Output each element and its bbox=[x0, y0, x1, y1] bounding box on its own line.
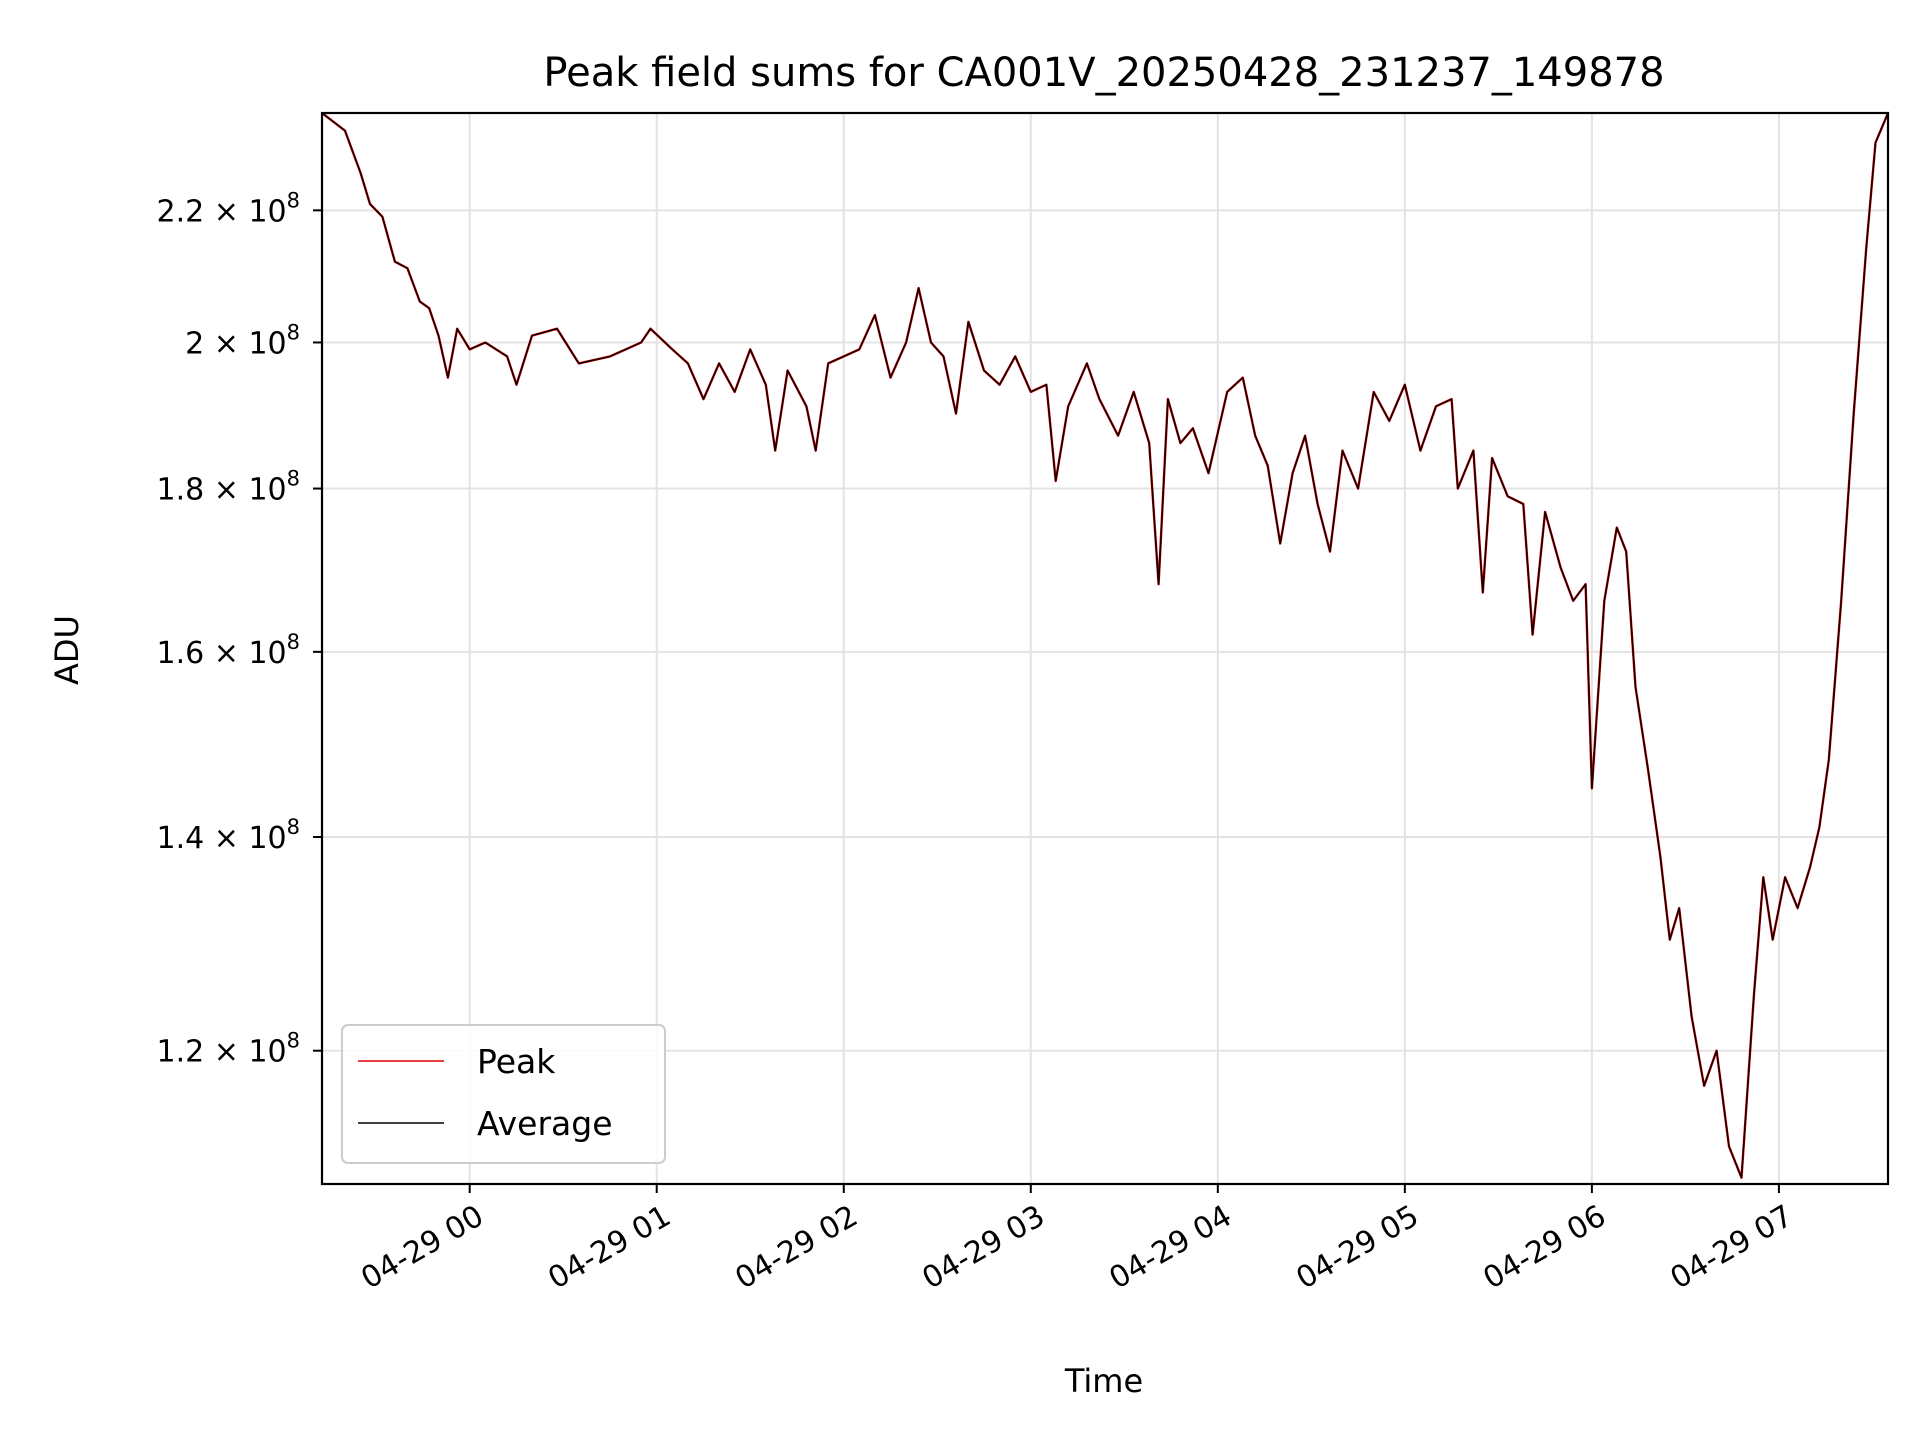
gridlines bbox=[322, 113, 1888, 1184]
y-tick-label: 1.6 × 108 bbox=[157, 630, 300, 671]
series-lines bbox=[322, 113, 1888, 1179]
y-tick-label: 1.2 × 108 bbox=[157, 1029, 300, 1070]
y-tick-label: 1.4 × 108 bbox=[157, 815, 300, 856]
legend-label-average: Average bbox=[477, 1104, 613, 1143]
y-tick-base: 10 bbox=[248, 1035, 286, 1070]
y-tick-exponent: 8 bbox=[287, 320, 300, 344]
y-tick-exponent: 8 bbox=[287, 188, 300, 212]
y-tick-base: 10 bbox=[248, 194, 286, 229]
y-tick-base: 10 bbox=[248, 821, 286, 856]
legend-box bbox=[341, 1024, 666, 1164]
y-tick-mantissa: 1.4 × bbox=[157, 821, 249, 856]
chart-title: Peak field sums for CA001V_20250428_2312… bbox=[543, 50, 1664, 96]
y-tick-label: 2 × 108 bbox=[185, 320, 300, 361]
y-tick-base: 10 bbox=[248, 473, 286, 508]
y-tick-label: 1.8 × 108 bbox=[157, 467, 300, 508]
y-tick-exponent: 8 bbox=[287, 1029, 300, 1053]
y-tick-mantissa: 1.8 × bbox=[157, 473, 249, 508]
y-tick-label: 2.2 × 108 bbox=[157, 188, 300, 229]
y-tick-exponent: 8 bbox=[287, 815, 300, 839]
x-axis-label: Time bbox=[1064, 1362, 1143, 1400]
y-tick-mantissa: 1.2 × bbox=[157, 1035, 249, 1070]
y-tick-mantissa: 2.2 × bbox=[157, 194, 249, 229]
plot-frame bbox=[320, 111, 1890, 1186]
y-tick-mantissa: 1.6 × bbox=[157, 636, 249, 671]
y-tick-exponent: 8 bbox=[287, 630, 300, 654]
series-line-average bbox=[322, 113, 1888, 1179]
legend: Peak Average bbox=[341, 1024, 666, 1164]
y-tick-mantissa: 2 × bbox=[185, 326, 248, 361]
y-tick-base: 10 bbox=[248, 636, 286, 671]
y-axis-label: ADU bbox=[48, 615, 86, 685]
legend-label-peak: Peak bbox=[477, 1042, 556, 1081]
y-tick-exponent: 8 bbox=[287, 467, 300, 491]
y-tick-base: 10 bbox=[248, 326, 286, 361]
